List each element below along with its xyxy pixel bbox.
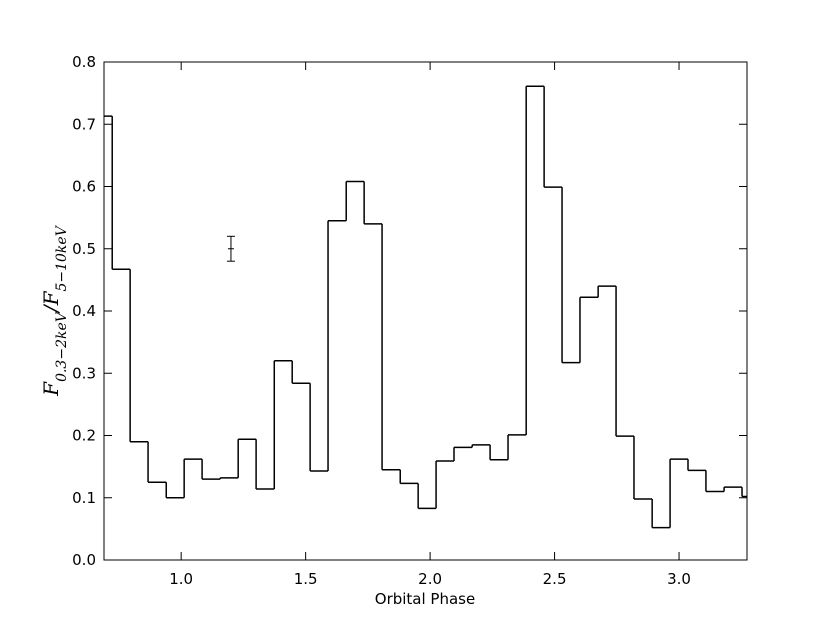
y-label-part: F (39, 381, 63, 397)
x-tick-label: 1.0 (169, 570, 193, 588)
y-tick-label: 0.0 (72, 551, 96, 569)
y-label-part: 0.3−2keV (54, 310, 70, 382)
y-label-part: 5−10keV (54, 224, 70, 291)
x-tick-label: 2.0 (418, 570, 442, 588)
x-tick-label: 2.5 (543, 570, 567, 588)
y-tick-label: 0.3 (72, 364, 96, 382)
y-tick-label: 0.5 (72, 240, 96, 258)
y-tick-label: 0.6 (72, 178, 96, 196)
plot-area (104, 85, 747, 529)
x-tick-label: 1.5 (294, 570, 318, 588)
y-tick-label: 0.2 (72, 427, 96, 445)
y-tick-label: 0.8 (72, 53, 96, 71)
y-tick-label: 0.1 (72, 489, 96, 507)
y-tick-label: 0.7 (72, 115, 96, 133)
x-tick-label: 3.0 (667, 570, 691, 588)
x-axis-label: Orbital Phase (375, 590, 475, 608)
y-label-part: /F (39, 290, 63, 314)
axes-frame (103, 61, 748, 561)
y-tick-label: 0.4 (72, 302, 96, 320)
y-axis-label: F0.3−2keV/F5−10keV (39, 224, 70, 397)
